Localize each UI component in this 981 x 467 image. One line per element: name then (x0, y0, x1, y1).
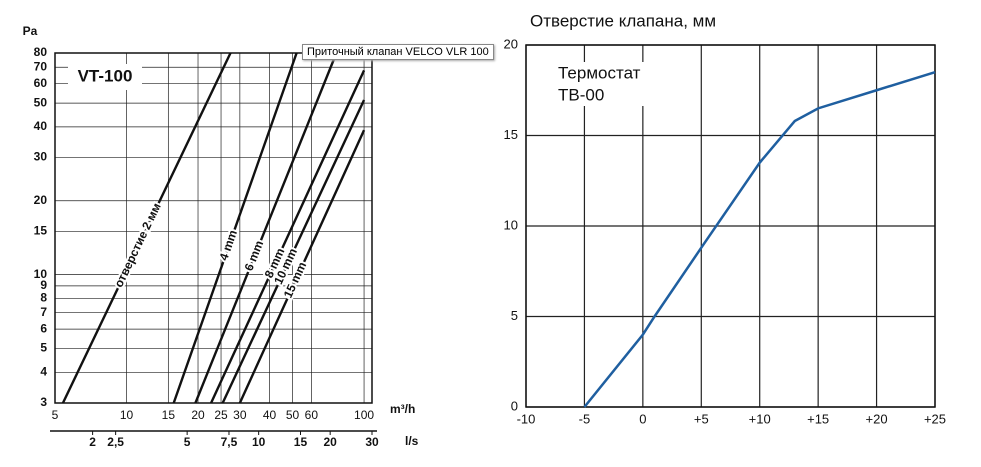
x2-tick-label: 5 (184, 435, 191, 449)
series-line (221, 99, 366, 404)
series-line (194, 52, 338, 404)
y-tick-label: 4 (40, 365, 47, 379)
x2-axis-label: l/s (405, 434, 419, 448)
x-tick-label: +25 (924, 411, 946, 426)
y-tick-label: 3 (40, 395, 47, 409)
annotation-bg (552, 84, 662, 106)
y-tick-label: 15 (34, 224, 48, 238)
x2-tick-label: 7,5 (221, 435, 238, 449)
annotation: Термостат (558, 63, 641, 82)
x-tick-label: 40 (263, 408, 277, 422)
x-tick-label: -10 (517, 411, 536, 426)
x2-tick-label: 30 (365, 435, 379, 449)
y-tick-label: 70 (34, 59, 48, 73)
x2-tick-label: 15 (294, 435, 308, 449)
x-tick-label: 25 (214, 408, 228, 422)
chart-title: Отверстие клапана, мм (530, 11, 716, 30)
x-axis-label: m³/h (390, 402, 415, 416)
y-tick-label: 20 (34, 193, 48, 207)
y-tick-label: 80 (34, 45, 48, 59)
y-tick-label: 5 (40, 341, 47, 355)
plot-frame (54, 52, 373, 404)
plot-frame (525, 44, 936, 408)
y-tick-label: 20 (504, 36, 518, 51)
x-tick-label: 20 (191, 408, 205, 422)
y-tick-label: 5 (511, 308, 518, 323)
x2-tick-label: 2 (89, 435, 96, 449)
series-line (172, 52, 298, 404)
series-line (209, 69, 366, 404)
x-tick-label: 5 (52, 408, 59, 422)
chart-title: VT-100 (78, 66, 133, 85)
y-tick-label: 60 (34, 76, 48, 90)
x2-tick-label: 10 (252, 435, 266, 449)
annotation: ТВ-00 (558, 85, 604, 104)
x-tick-label: +20 (866, 411, 888, 426)
y-tick-label: 50 (34, 95, 48, 109)
x-tick-label: +5 (694, 411, 709, 426)
annotation-bg (552, 62, 662, 84)
y-tick-label: 9 (40, 278, 47, 292)
x-tick-label: 30 (233, 408, 247, 422)
x-tick-label: 60 (305, 408, 319, 422)
y-axis-label: Pa (23, 24, 38, 38)
series-label: отверстие 2 мм (111, 201, 163, 290)
y-tick-label: 8 (40, 291, 47, 305)
title-box (68, 64, 142, 90)
y-tick-label: 10 (504, 217, 518, 232)
x-tick-label: 15 (162, 408, 176, 422)
x-tick-label: -5 (579, 411, 591, 426)
x-tick-label: +15 (807, 411, 829, 426)
tooltip: Приточный клапан VELCO VLR 100 (302, 44, 494, 60)
y-tick-label: 10 (34, 267, 48, 281)
series-line (238, 129, 366, 404)
y-tick-label: 15 (504, 127, 518, 142)
series-line (583, 70, 936, 408)
series-line (61, 52, 232, 404)
y-tick-label: 30 (34, 150, 48, 164)
y-tick-label: 6 (40, 321, 47, 335)
series-label: 4 mm (216, 228, 240, 262)
x-tick-label: 50 (286, 408, 300, 422)
y-tick-label: 0 (511, 398, 518, 413)
x-tick-label: +10 (749, 411, 771, 426)
x-tick-label: 10 (120, 408, 134, 422)
y-tick-label: 7 (40, 305, 47, 319)
x2-tick-label: 20 (323, 435, 337, 449)
x-tick-label: 0 (639, 411, 646, 426)
y-tick-label: 40 (34, 119, 48, 133)
x-tick-label: 100 (354, 408, 374, 422)
series-label: 6 mm (242, 239, 267, 273)
x2-tick-label: 2,5 (107, 435, 124, 449)
